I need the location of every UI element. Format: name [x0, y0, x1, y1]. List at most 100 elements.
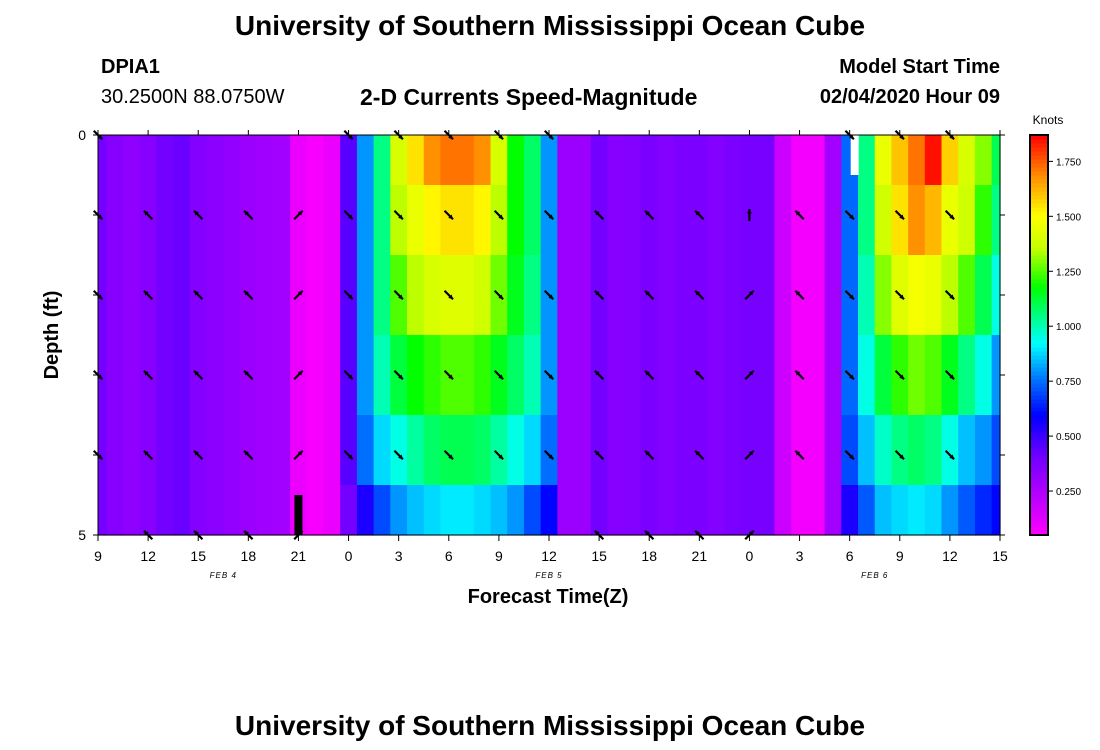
heat-cell	[557, 185, 575, 256]
colorbar-segment	[1030, 143, 1048, 148]
arrow-head	[644, 370, 650, 376]
heat-cell	[156, 335, 174, 416]
heat-cell	[991, 185, 1001, 256]
colorbar-segment	[1030, 475, 1048, 480]
heat-cell	[423, 135, 442, 186]
arrow-head	[498, 294, 504, 300]
current-arrow	[747, 209, 752, 221]
arrow-head	[949, 214, 955, 220]
arrow-head	[398, 214, 403, 220]
current-arrow	[343, 369, 354, 381]
current-arrow	[143, 449, 154, 461]
arrow-head	[748, 530, 754, 536]
heat-cell	[774, 255, 792, 336]
colorbar-segment	[1030, 227, 1048, 232]
colorbar-segment	[1030, 315, 1048, 320]
current-arrow	[443, 209, 454, 221]
colorbar-tick-label: 1.750	[1056, 157, 1081, 168]
current-arrow	[794, 209, 805, 221]
arrow-head	[143, 450, 149, 456]
heat-cell	[707, 415, 725, 486]
heat-cell	[624, 415, 642, 486]
heat-cell	[958, 415, 976, 486]
colorbar-segment	[1030, 231, 1048, 236]
current-arrow	[443, 449, 454, 461]
heat-cell	[757, 485, 776, 536]
heat-cell	[323, 485, 341, 536]
colorbar-segment	[1030, 307, 1048, 312]
heat-cell	[106, 135, 124, 186]
heat-cell	[741, 485, 759, 536]
arrow-head	[795, 450, 801, 456]
heat-cell	[958, 335, 976, 416]
heat-cell	[256, 185, 274, 256]
heat-cell	[373, 135, 391, 186]
colorbar-segment	[1030, 287, 1048, 292]
heat-cell	[574, 135, 592, 186]
current-arrow	[293, 369, 304, 381]
arrow-head	[949, 374, 955, 380]
heat-cell	[607, 135, 625, 186]
heat-cell	[958, 185, 976, 256]
heat-cell	[707, 255, 725, 336]
heat-cell	[473, 255, 492, 336]
colorbar-segment	[1030, 259, 1048, 264]
colorbar-segment	[1030, 271, 1048, 276]
heat-cell	[891, 185, 909, 256]
current-arrow	[393, 289, 404, 301]
heat-cell	[974, 335, 993, 416]
heat-cell	[523, 255, 542, 336]
colorbar-segment	[1030, 291, 1048, 296]
heat-cell	[991, 335, 1001, 416]
heat-cell	[858, 255, 876, 336]
heat-cell	[590, 415, 609, 486]
current-arrow	[844, 209, 855, 221]
colorbar-segment	[1030, 531, 1048, 536]
heat-cell	[173, 135, 191, 186]
heat-cell	[874, 185, 893, 256]
current-arrow	[644, 289, 655, 301]
colorbar-segment	[1030, 391, 1048, 396]
heat-cell	[306, 255, 325, 336]
heat-cell	[590, 185, 609, 256]
colorbar-segment	[1030, 295, 1048, 300]
heat-cell	[256, 255, 274, 336]
x-tick-label: 15	[591, 548, 607, 564]
arrow-head	[97, 294, 103, 300]
colorbar-segment	[1030, 203, 1048, 208]
arrow-head	[244, 450, 249, 456]
current-arrow	[894, 289, 905, 301]
arrow-head	[97, 214, 103, 220]
current-arrow	[844, 369, 855, 381]
arrow-head	[97, 134, 103, 140]
heat-cell	[757, 185, 776, 256]
heat-cell	[123, 485, 141, 536]
heat-cell	[373, 185, 391, 256]
heat-cell	[306, 485, 325, 536]
heat-cell	[356, 485, 375, 536]
current-arrow	[844, 449, 855, 461]
heat-cell	[557, 485, 575, 536]
heat-cell	[106, 185, 124, 256]
colorbar-segment	[1030, 367, 1048, 372]
heat-cell	[490, 135, 508, 186]
current-arrow	[543, 289, 555, 301]
heat-cell	[256, 415, 274, 486]
arrow-head	[644, 530, 650, 536]
heat-cell	[323, 255, 341, 336]
arrow-head	[143, 530, 149, 536]
colorbar-tick-label: 1.250	[1056, 267, 1081, 278]
heat-cell	[640, 415, 659, 486]
arrow-head	[244, 210, 249, 216]
current-arrow	[343, 289, 354, 301]
heat-cell	[173, 415, 191, 486]
data-marker	[850, 135, 859, 175]
heat-cell	[473, 185, 492, 256]
current-arrow	[143, 289, 154, 301]
colorbar-segment	[1030, 267, 1048, 272]
colorbar-segment	[1030, 239, 1048, 244]
arrow-head	[594, 530, 600, 536]
heat-cell	[908, 415, 926, 486]
current-arrow	[844, 289, 855, 301]
heat-cell	[139, 485, 158, 536]
